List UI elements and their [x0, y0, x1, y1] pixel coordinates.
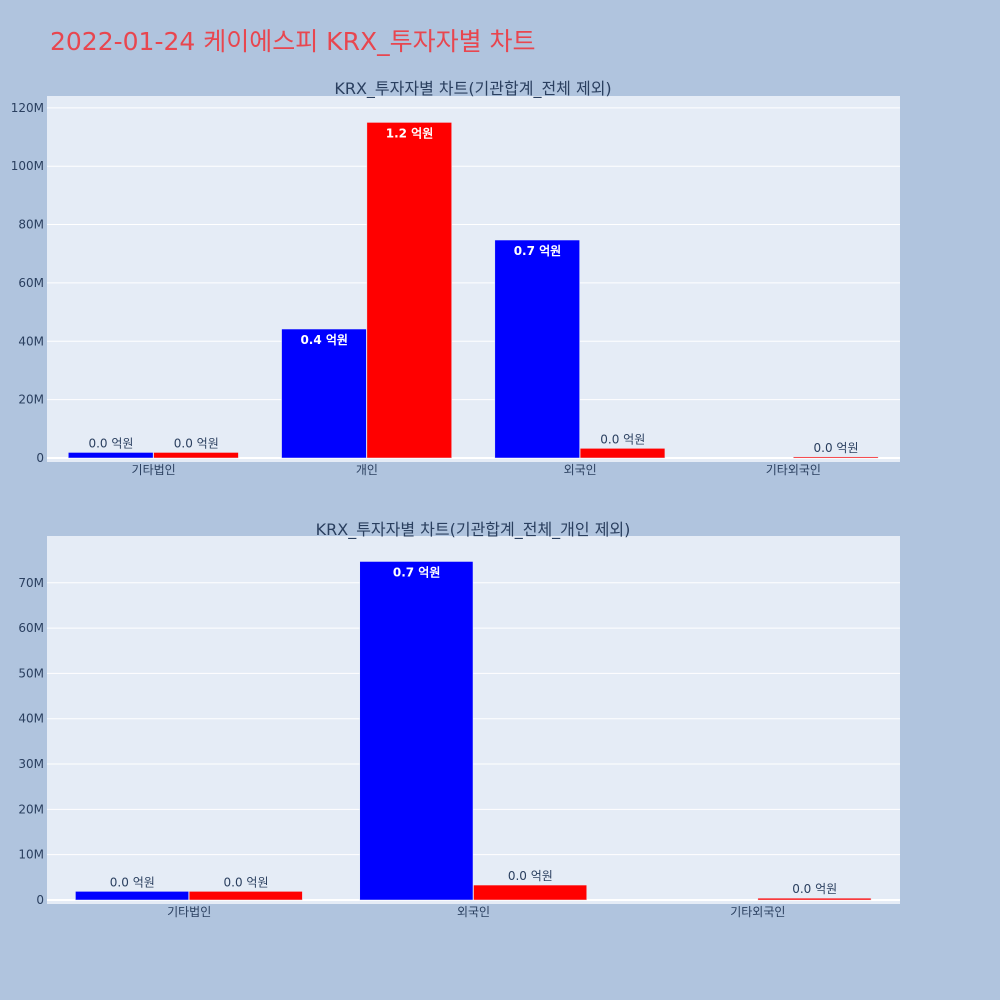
- y-tick-label: 40M: [18, 334, 44, 348]
- x-tick-label: 기타외국인: [766, 463, 821, 477]
- chart-title: KRX_투자자별 차트(기관합계_전체 제외): [334, 79, 611, 99]
- data-label: 0.7 억원: [514, 244, 562, 258]
- y-tick-label: 40M: [18, 712, 44, 726]
- bar: [153, 452, 239, 459]
- bar: [579, 448, 666, 459]
- data-label: 0.0 억원: [224, 875, 269, 889]
- data-label: 0.4 억원: [300, 333, 348, 347]
- data-label: 0.0 억원: [88, 436, 133, 450]
- x-tick-label: 외국인: [457, 905, 490, 919]
- chart-investor-bottom: 0 10M 20M 30M 40M 50M 60M 70M KRX_투자자별 차트(기관합계_전…: [18, 520, 900, 919]
- bar: [473, 884, 587, 901]
- y-tick-label: 30M: [18, 757, 44, 771]
- data-label: 0.0 억원: [600, 432, 645, 446]
- y-tick-label: 10M: [18, 848, 44, 862]
- y-tick-label: 100M: [11, 159, 44, 173]
- data-label: 0.0 억원: [792, 882, 837, 896]
- y-tick-label: 60M: [18, 621, 44, 635]
- data-label: 0.7 억원: [393, 565, 441, 579]
- y-tick-label: 20M: [18, 393, 44, 407]
- y-tick-label: 70M: [18, 576, 44, 590]
- bar: [366, 122, 452, 459]
- data-label: 1.2 억원: [386, 126, 434, 140]
- y-tick-label: 80M: [18, 218, 44, 232]
- y-tick-label: 120M: [11, 101, 44, 115]
- y-tick-label: 60M: [18, 276, 44, 290]
- bar: [494, 239, 580, 459]
- bar: [68, 452, 154, 459]
- bar: [281, 328, 367, 459]
- bar: [75, 891, 189, 901]
- data-label: 0.0 억원: [508, 869, 553, 883]
- x-tick-label: 외국인: [564, 463, 597, 477]
- plot-area: [47, 536, 900, 904]
- bar: [188, 891, 303, 901]
- page-title: 2022-01-24 케이에스피 KRX_투자자별 차트: [50, 27, 536, 56]
- y-tick-label: 50M: [18, 666, 44, 680]
- data-label: 0.0 억원: [110, 875, 155, 889]
- data-label: 0.0 억원: [174, 436, 219, 450]
- y-tick-label: 20M: [18, 802, 44, 816]
- chart-title: KRX_투자자별 차트(기관합계_전체_개인 제외): [316, 520, 631, 540]
- y-tick-label: 0: [36, 893, 44, 907]
- bar: [793, 456, 879, 459]
- bar: [757, 897, 872, 901]
- x-tick-label: 기타법인: [167, 905, 211, 919]
- y-tick-label: 0: [36, 451, 44, 465]
- x-tick-label: 개인: [356, 463, 378, 477]
- data-label: 0.0 억원: [814, 441, 859, 455]
- plot-area: [47, 96, 900, 462]
- x-tick-label: 기타법인: [132, 463, 176, 477]
- chart-investor-top: 0 20M 40M 60M 80M 100M 120M KRX_투자자별 차트(기관합계_전체…: [11, 79, 900, 477]
- bar: [359, 561, 474, 901]
- x-tick-label: 기타외국인: [730, 905, 785, 919]
